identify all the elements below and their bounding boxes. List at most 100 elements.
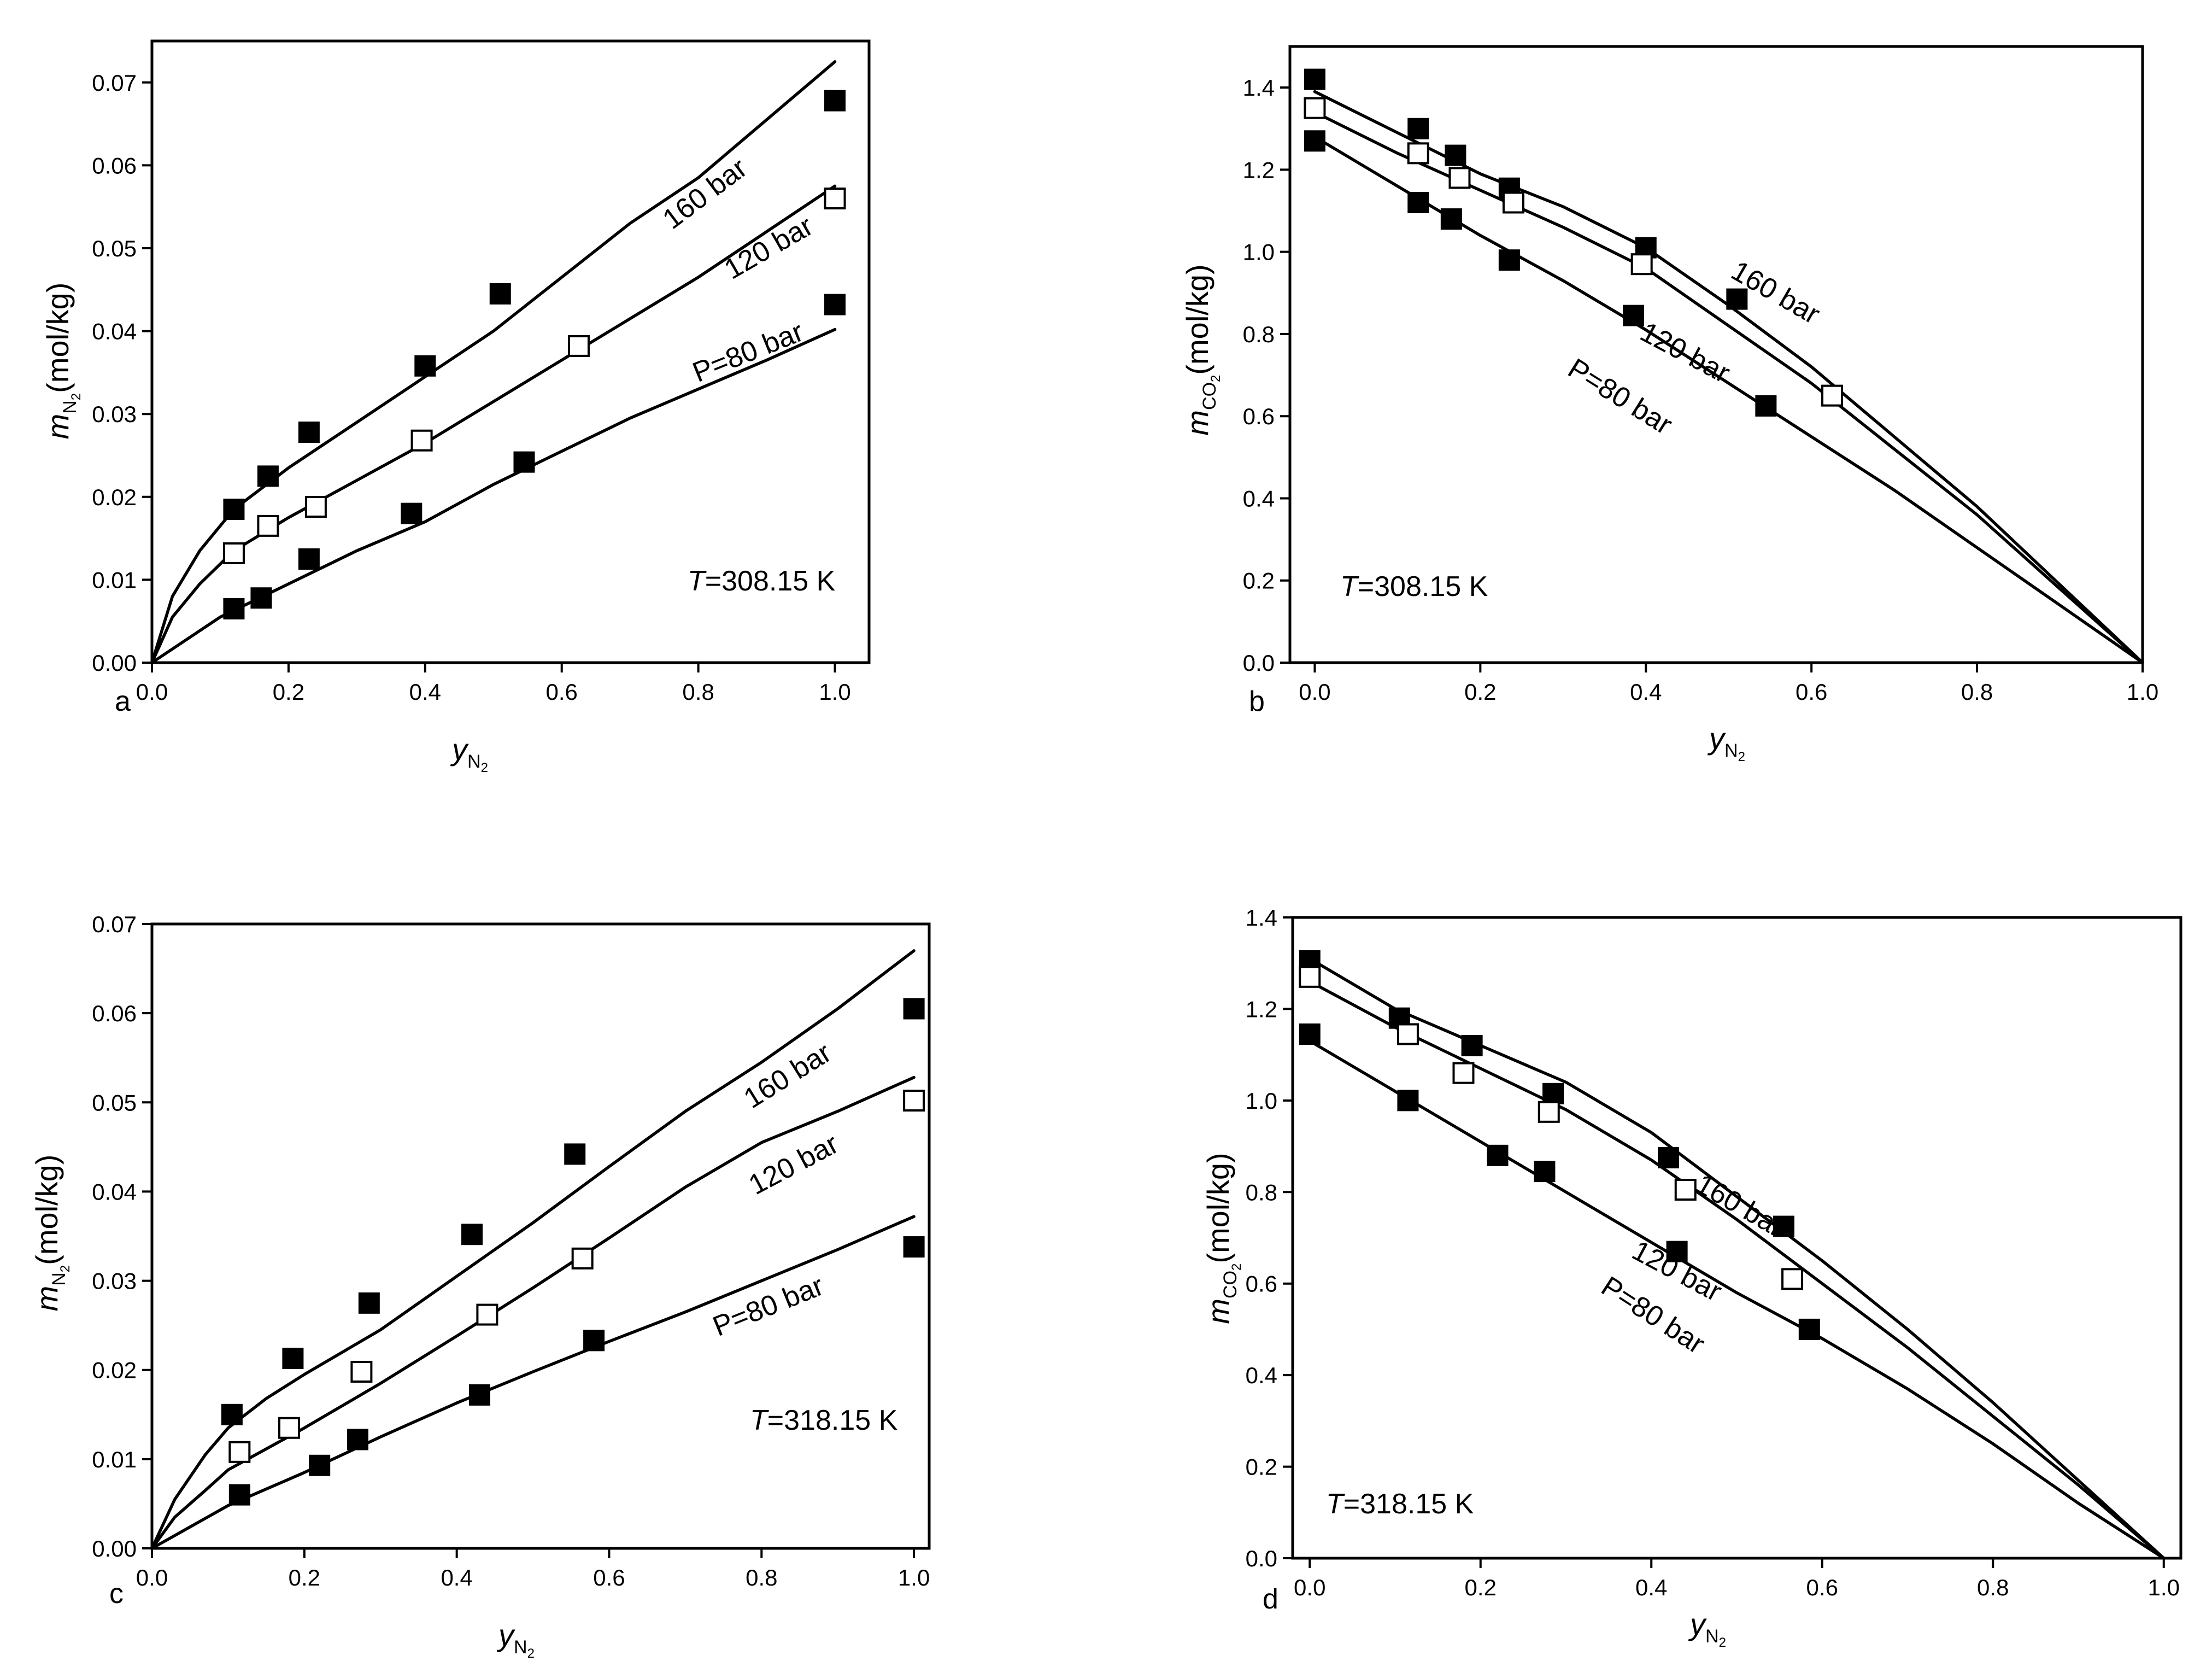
data-point (358, 1292, 380, 1314)
x-tick-label: 0.8 (1977, 1575, 2009, 1600)
y-tick-label: 0.8 (1243, 321, 1275, 347)
y-tick-label: 1.0 (1243, 239, 1275, 265)
y-tick-label: 0.8 (1246, 1179, 1277, 1205)
data-point (223, 499, 245, 520)
panel-letter: a (115, 686, 131, 717)
data-point (1674, 1179, 1697, 1201)
y-axis-label-sub2: 2 (1229, 1264, 1244, 1271)
plot-frame (1288, 45, 2144, 664)
y-tick-label: 0.01 (92, 567, 137, 593)
x-axis-label-main: y (496, 1618, 515, 1652)
data-point (461, 1224, 483, 1245)
y-tick-label: 0.07 (92, 70, 137, 96)
data-point (410, 429, 433, 452)
temperature-label: T=318.15 K (1326, 1488, 1474, 1520)
temperature-symbol: T (1326, 1488, 1345, 1520)
data-point (571, 1247, 594, 1270)
y-tick-label: 0.4 (1246, 1362, 1277, 1388)
y-tick-label: 0.6 (1243, 403, 1275, 429)
data-point (1448, 167, 1471, 189)
x-tick-label: 0.4 (441, 1565, 472, 1590)
x-tick-label: 0.2 (289, 1565, 320, 1590)
data-point (1623, 305, 1645, 326)
data-point (298, 422, 320, 443)
y-tick-label: 0.06 (92, 1001, 137, 1026)
curve-label: 120 bar (744, 1128, 844, 1201)
data-point (350, 1360, 373, 1383)
data-point (903, 1236, 925, 1258)
x-axis-label-sub2: 2 (481, 761, 488, 775)
x-tick-label: 0.2 (273, 679, 304, 705)
panel-letter: d (1263, 1583, 1278, 1615)
data-point (1538, 1101, 1560, 1123)
temperature-value: =318.15 K (767, 1405, 898, 1436)
data-point (1658, 1147, 1679, 1168)
x-axis-label: yN2 (1688, 1607, 1726, 1650)
x-axis-label-main: y (450, 732, 469, 767)
data-point (1498, 249, 1520, 271)
y-tick-label: 0.2 (1246, 1454, 1277, 1480)
data-point (1487, 1144, 1509, 1166)
data-point (824, 188, 846, 210)
data-point (1445, 144, 1466, 166)
y-tick-label: 0.4 (1243, 486, 1275, 511)
data-point (304, 495, 327, 518)
data-point (1821, 384, 1844, 407)
x-tick-label: 0.2 (1464, 679, 1496, 705)
x-axis-label-main: y (1707, 721, 1726, 756)
y-tick-label: 0.01 (92, 1447, 137, 1472)
panel-a: 0.0 0.2 0.4 0.6 0.8 1.0 0.00 0.01 0.02 0.03 0.04 0.… (40, 39, 871, 775)
data-point (1542, 1083, 1564, 1104)
y-tick-label: 0.06 (92, 153, 137, 178)
data-point (1452, 1062, 1475, 1084)
data-point (250, 587, 272, 609)
data-point (1755, 395, 1777, 417)
x-tick-label: 0.6 (1796, 679, 1827, 705)
y-tick-label: 1.4 (1246, 905, 1277, 931)
data-point (1299, 1023, 1321, 1045)
data-point (513, 451, 535, 473)
data-point (583, 1330, 605, 1352)
y-axis-label-unit: (mol/kg) (1201, 1153, 1235, 1263)
y-tick-label: 0.04 (92, 319, 137, 344)
x-tick-label: 0.4 (1630, 679, 1662, 705)
x-tick-label: 0.0 (1294, 1575, 1325, 1600)
y-axis-label-unit: (mol/kg) (30, 1155, 64, 1265)
temperature-value: =308.15 K (1358, 571, 1488, 603)
data-point (1502, 191, 1524, 214)
y-tick-label: 0.00 (92, 650, 137, 676)
y-axis-label-unit: (mol/kg) (40, 283, 75, 393)
y-tick-label: 0.05 (92, 1090, 137, 1115)
plot-frame (150, 922, 931, 1550)
y-tick-label: 1.2 (1246, 996, 1277, 1022)
curve-label: P=80 bar (708, 1270, 828, 1343)
x-axis-label-sub: N (1724, 740, 1738, 761)
panel-b: 0.0 0.2 0.4 0.6 0.8 1.0 0.0 0.2 0.4 0.6 0.8 1.0 1.2 1… (1180, 45, 2158, 764)
model-curve (1308, 1039, 2166, 1560)
x-tick-label: 0.8 (746, 1565, 777, 1590)
data-point (228, 1484, 250, 1506)
data-point (1461, 1034, 1483, 1056)
plot-frame (1291, 916, 2182, 1560)
curve-label: 120 bar (1635, 316, 1735, 389)
panel-c: 0.0 0.2 0.4 0.6 0.8 1.0 0.00 0.01 0.02 0.03 0.04 0.… (30, 911, 931, 1661)
y-tick-label: 0.6 (1246, 1271, 1277, 1297)
model-curve (150, 1075, 916, 1550)
data-point (824, 90, 846, 112)
curve-label: 160 bar (657, 152, 753, 235)
data-point (298, 548, 320, 570)
temperature-label: T=318.15 K (750, 1405, 898, 1436)
data-point (1534, 1161, 1556, 1183)
x-axis-label-sub: N (467, 751, 481, 772)
model-curve (150, 1215, 916, 1550)
x-axis-label-sub2: 2 (527, 1646, 535, 1661)
data-point (489, 283, 511, 305)
data-point (824, 294, 846, 315)
curve-label: 160 bar (738, 1037, 837, 1115)
model-curve (150, 327, 837, 664)
curve-label: 160 bar (1691, 1168, 1790, 1243)
x-axis-label: yN2 (450, 732, 488, 775)
model-curve (150, 60, 837, 664)
temperature-value: =318.15 K (1343, 1488, 1474, 1520)
